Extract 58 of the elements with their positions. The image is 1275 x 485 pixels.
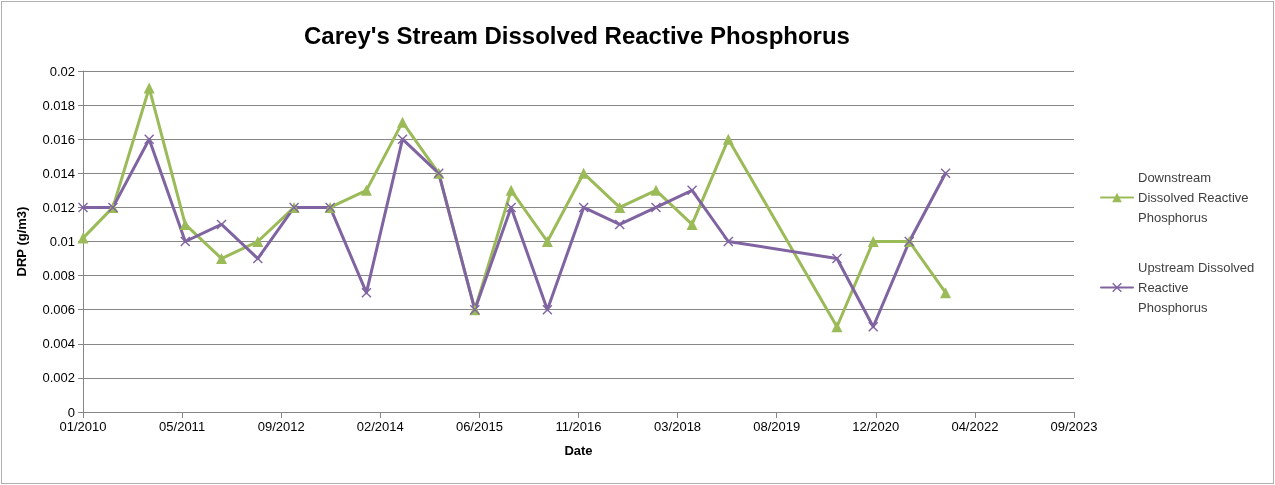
point bbox=[614, 201, 626, 213]
point bbox=[361, 287, 372, 298]
point bbox=[78, 202, 88, 213]
chart-title: Carey's Stream Dissolved Reactive Phosphorus bbox=[304, 21, 850, 49]
point bbox=[651, 202, 661, 213]
point bbox=[397, 134, 408, 145]
y-tick-label: 0.016 bbox=[42, 131, 75, 147]
legend-label: Downstream Dissolved Reactive Phosphorus bbox=[1138, 170, 1253, 225]
point bbox=[505, 184, 517, 196]
point bbox=[868, 321, 879, 332]
point bbox=[541, 236, 553, 247]
x-tick-label: 03/2018 bbox=[654, 419, 702, 434]
point bbox=[77, 232, 89, 244]
y-tick-label: 0.002 bbox=[42, 370, 75, 386]
point bbox=[542, 304, 553, 315]
x-tick-label: 06/2015 bbox=[455, 419, 503, 434]
point bbox=[687, 185, 698, 196]
x-tick-label: 01/2010 bbox=[59, 419, 107, 434]
y-tick-label: 0.004 bbox=[42, 336, 75, 352]
point bbox=[144, 134, 155, 145]
legend-label: Upstream Dissolved Reactive Phosphorus bbox=[1138, 260, 1258, 315]
x-axis-title: Date bbox=[564, 443, 593, 458]
point bbox=[252, 253, 263, 264]
x-tick-label: 02/2014 bbox=[356, 419, 404, 434]
point bbox=[143, 82, 155, 94]
point bbox=[614, 219, 625, 230]
y-tick-label: 0.014 bbox=[42, 165, 75, 181]
point bbox=[397, 116, 408, 128]
x-tick-label: 09/2012 bbox=[257, 419, 305, 434]
point bbox=[831, 253, 842, 264]
point bbox=[831, 321, 843, 333]
y-tick-label: 0.01 bbox=[49, 234, 75, 249]
y-axis-title: DRP (g/m3) bbox=[14, 206, 29, 277]
point bbox=[940, 287, 952, 299]
point bbox=[723, 236, 734, 247]
point bbox=[867, 236, 879, 247]
x-tick-label: 04/2022 bbox=[951, 419, 999, 434]
y-tick-label: 0 bbox=[67, 404, 75, 420]
point bbox=[940, 168, 951, 179]
point bbox=[216, 219, 227, 230]
point bbox=[360, 184, 372, 196]
x-tick-label: 08/2019 bbox=[753, 419, 801, 434]
y-tick-label: 0.012 bbox=[42, 199, 75, 215]
x-tick-label: 12/2020 bbox=[852, 419, 900, 434]
x-tick-label: 09/2023 bbox=[1050, 419, 1098, 434]
point bbox=[180, 236, 191, 247]
y-tick-label: 0.008 bbox=[42, 268, 75, 284]
y-tick-label: 0.018 bbox=[42, 97, 75, 113]
point bbox=[578, 202, 589, 213]
y-tick-label: 0.02 bbox=[49, 63, 75, 79]
y-tick-label: 0.006 bbox=[42, 302, 75, 318]
point bbox=[722, 133, 734, 145]
point bbox=[216, 253, 228, 265]
point bbox=[686, 218, 698, 230]
x-tick-label: 11/2016 bbox=[555, 419, 602, 434]
point bbox=[252, 236, 264, 247]
point bbox=[506, 202, 517, 213]
x-tick-label: 05/2011 bbox=[159, 419, 206, 434]
